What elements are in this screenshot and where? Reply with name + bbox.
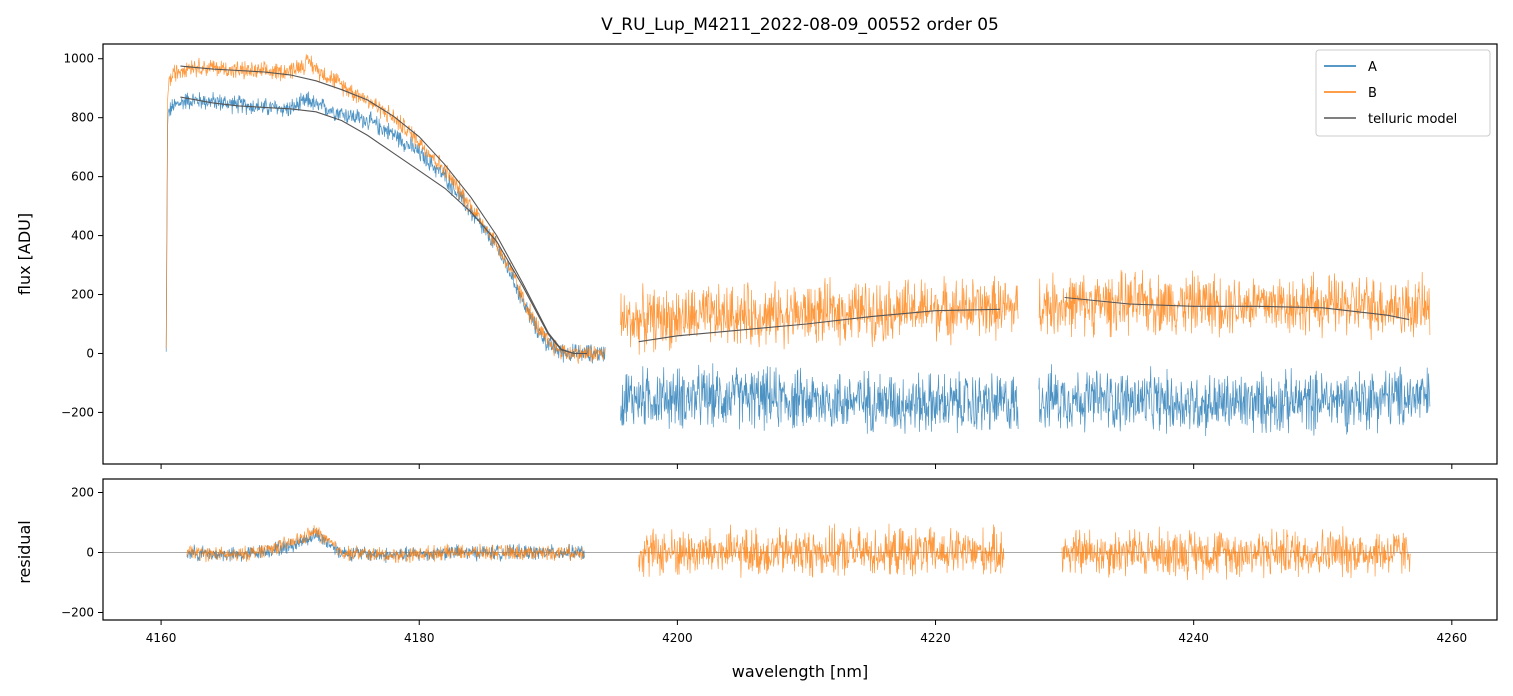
residual-x-tick-label: 4220 <box>920 631 951 645</box>
flux-x-ticks <box>160 464 1453 469</box>
flux-y-tick-label: 800 <box>71 111 94 125</box>
flux-series-a-segment-3 <box>1038 364 1431 437</box>
residual-x-ticks: 4160 4180 4200 4220 4240 4260 <box>146 620 1467 645</box>
residual-series-b-segment-3 <box>1061 526 1411 581</box>
residual-x-tick-label: 4160 <box>146 631 177 645</box>
flux-panel: −200 0 200 400 600 800 1000 flux [ADU] A B tel… <box>15 43 1498 469</box>
legend-box <box>1315 49 1491 137</box>
flux-plot-area <box>165 54 1431 437</box>
flux-series-telluric-model-segment-4 <box>1064 296 1410 321</box>
residual-panel: −200 0 200 4160 4180 4200 4220 4240 4260 residu… <box>15 478 1498 681</box>
x-axis-label: wavelength [nm] <box>732 662 869 681</box>
flux-y-tick-label: 1000 <box>63 52 94 66</box>
residual-plot-area <box>103 523 1497 581</box>
flux-y-tick-label: 400 <box>71 229 94 243</box>
legend-label-b: B <box>1368 86 1377 101</box>
flux-y-ticks: −200 0 200 400 600 800 1000 <box>61 52 103 419</box>
residual-y-tick-label: −200 <box>61 606 94 620</box>
residual-x-tick-label: 4180 <box>404 631 435 645</box>
flux-series-a-segment-2 <box>620 363 1019 434</box>
residual-y-ticks: −200 0 200 <box>61 486 103 620</box>
flux-y-tick-label: 0 <box>86 346 94 360</box>
legend: A B telluric model <box>1315 49 1491 137</box>
flux-series-b-segment-3 <box>1038 269 1431 341</box>
flux-series-telluric-model-segment-2 <box>180 96 587 355</box>
residual-x-tick-label: 4200 <box>662 631 693 645</box>
flux-y-tick-label: −200 <box>61 405 94 419</box>
legend-label-telluric: telluric model <box>1368 112 1457 127</box>
flux-y-tick-label: 600 <box>71 170 94 184</box>
flux-y-axis-label: flux [ADU] <box>15 213 34 295</box>
residual-series-b-segment-2 <box>638 523 1005 578</box>
residual-series-b-segment-1 <box>186 525 585 564</box>
flux-series-telluric-model-segment-3 <box>638 308 1001 343</box>
residual-x-tick-label: 4260 <box>1437 631 1468 645</box>
flux-series-b-segment-1 <box>165 54 606 364</box>
flux-series-telluric-model-segment-1 <box>180 65 587 355</box>
flux-axes-frame <box>102 43 1498 465</box>
residual-y-tick-label: 200 <box>71 486 94 500</box>
flux-y-tick-label: 200 <box>71 288 94 302</box>
legend-label-a: A <box>1368 60 1377 75</box>
residual-y-tick-label: 0 <box>86 546 94 560</box>
chart-title: V_RU_Lup_M4211_2022-08-09_00552 order 05 <box>601 15 999 35</box>
residual-y-axis-label: residual <box>15 520 34 583</box>
residual-axes-frame <box>102 478 1498 621</box>
residual-x-tick-label: 4240 <box>1178 631 1209 645</box>
